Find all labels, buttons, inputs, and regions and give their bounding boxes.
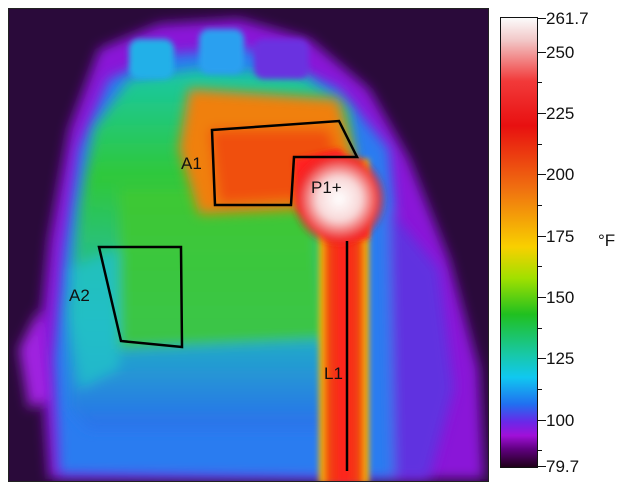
region-a2-label: A2 (69, 286, 90, 305)
top-fittings (129, 29, 309, 79)
thermal-image: A1 A2 P1+ L1 (8, 8, 489, 482)
scale-tick-minor (538, 450, 542, 451)
thermal-scene (9, 9, 488, 481)
temperature-scale-bar (500, 17, 538, 468)
scale-tick-minor (538, 266, 542, 267)
region-a2-outline (97, 245, 184, 349)
scale-tick-label: 125 (546, 349, 575, 368)
scale-tick-minor (538, 328, 542, 329)
scale-tick-major (538, 52, 546, 53)
scale-tick-label: 100 (546, 411, 575, 430)
scale-min-label: 79.7 (546, 457, 580, 476)
scale-tick-minor (538, 205, 542, 206)
point-p1-label: P1+ (311, 178, 342, 197)
scale-max-label: 261.7 (546, 9, 589, 28)
region-a1-outline (210, 119, 360, 207)
scale-tick-major (538, 113, 546, 114)
scale-tick-major (538, 236, 546, 237)
hot-pipe (291, 149, 387, 481)
scale-tick-major (538, 18, 546, 19)
scale-tick-major (538, 420, 546, 421)
line-l1-label: L1 (324, 364, 343, 383)
scale-tick-major (538, 174, 546, 175)
scale-tick-minor (538, 144, 542, 145)
scale-tick-major (538, 297, 546, 298)
scale-tick-label: 250 (546, 43, 575, 62)
scale-tick-minor (538, 389, 542, 390)
scale-tick-label: 175 (546, 227, 575, 246)
scale-tick-minor (538, 82, 542, 83)
scale-tick-major (538, 466, 546, 467)
region-a1-label: A1 (181, 154, 202, 173)
scale-tick-major (538, 358, 546, 359)
scale-tick-label: 150 (546, 288, 575, 307)
temperature-unit-label: °F (598, 231, 616, 250)
scale-tick-label: 225 (546, 104, 575, 123)
scale-tick-label: 200 (546, 165, 575, 184)
